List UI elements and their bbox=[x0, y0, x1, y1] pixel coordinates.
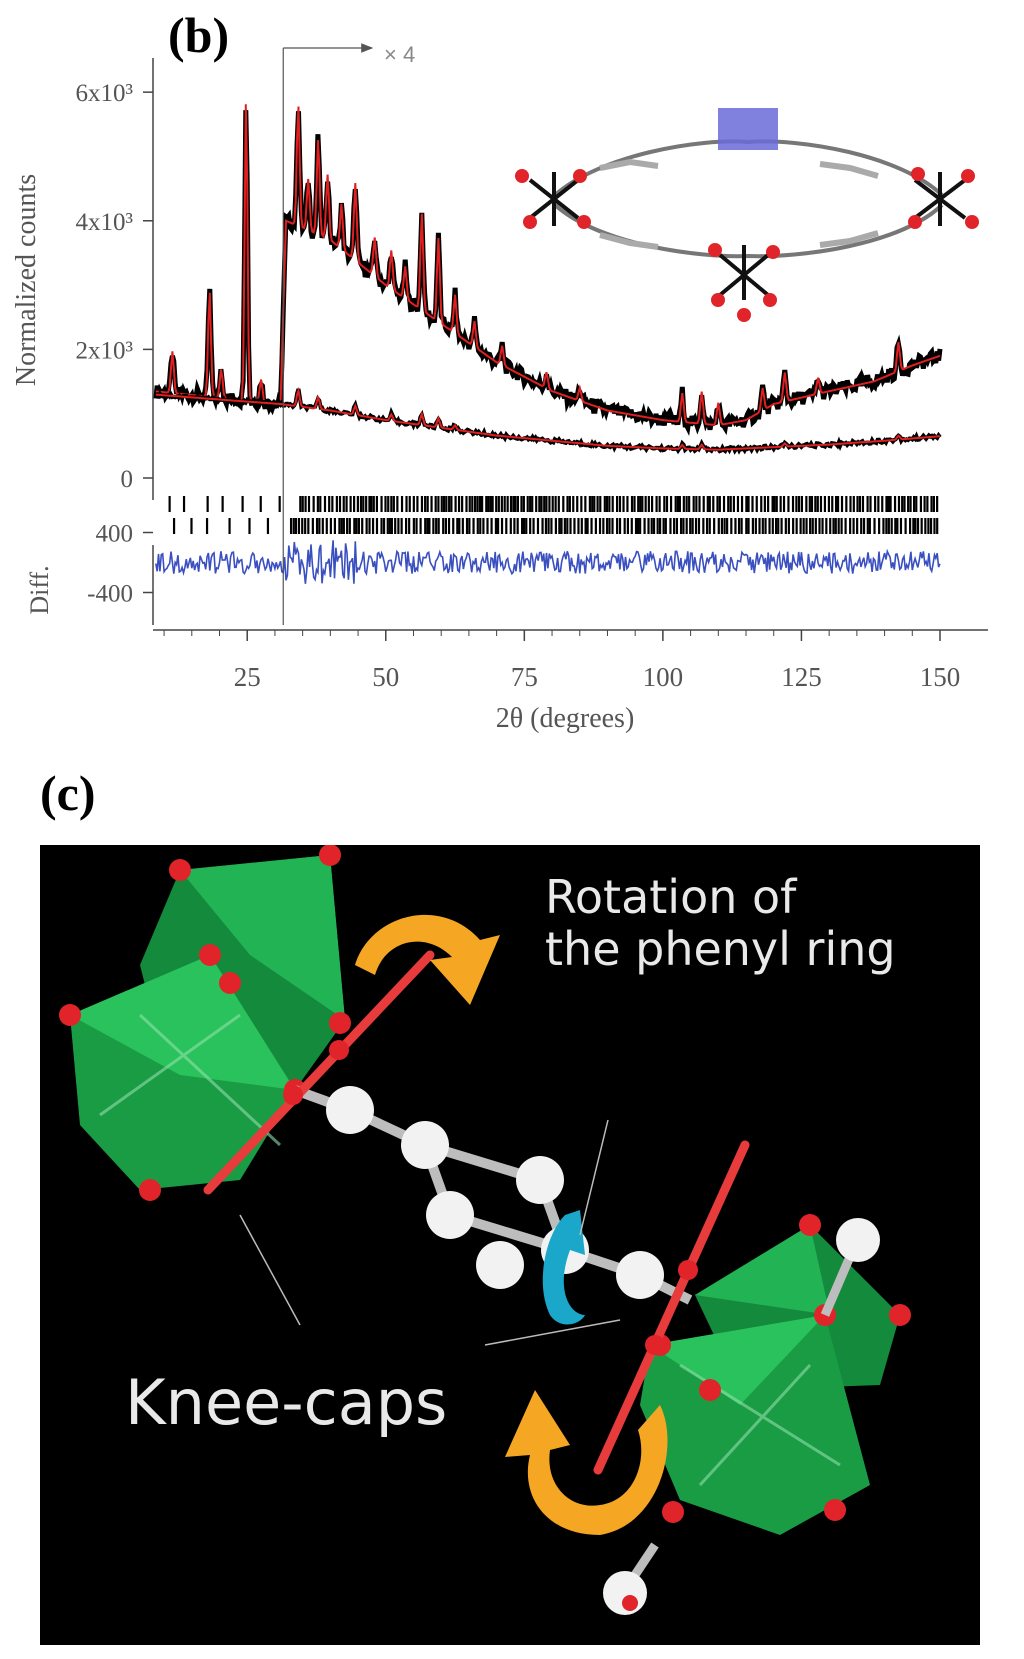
y-tick-label: 0 bbox=[121, 466, 134, 493]
axes-group bbox=[152, 58, 988, 631]
x-tick-label: 75 bbox=[511, 662, 538, 692]
kneecaps-label: Knee-caps bbox=[125, 1366, 448, 1439]
y-axis-label: Normalized counts bbox=[11, 174, 42, 386]
molecular-structure bbox=[59, 845, 911, 1615]
diff-axis-label: Diff. bbox=[25, 565, 54, 614]
difference-curve bbox=[155, 540, 941, 584]
xrd-chart: 25 50 75 100 125 150 0 2x10³ 4x10³ 6x10³ 400 -400 N… bbox=[11, 42, 988, 734]
phenyl-rotation-arrow-icon bbox=[542, 1210, 585, 1325]
y-tick-label: 2x10³ bbox=[76, 337, 134, 364]
molecule-inset bbox=[515, 108, 979, 322]
knee-cap-illustration: Rotation of the phenyl ring Knee-caps bbox=[40, 845, 980, 1645]
octahedron-upper bbox=[59, 845, 351, 1201]
rotation-label-line2: the phenyl ring bbox=[545, 922, 896, 976]
rotation-label-line1: Rotation of bbox=[545, 870, 797, 924]
x-tick-label: 100 bbox=[643, 662, 684, 692]
calculated-pattern-upper bbox=[155, 104, 941, 426]
x-tick-label: 25 bbox=[234, 662, 261, 692]
octahedron-lower bbox=[603, 1214, 911, 1615]
panel-b-label: (b) bbox=[168, 7, 230, 63]
x-tick-label: 50 bbox=[372, 662, 399, 692]
panel-c-label: (c) bbox=[40, 765, 96, 821]
kneecap-axes bbox=[203, 950, 750, 1475]
metal-cluster-icon bbox=[718, 108, 778, 150]
calculated-pattern-lower bbox=[155, 386, 941, 451]
x-axis-label: 2θ (degrees) bbox=[496, 703, 635, 734]
carbon-atoms bbox=[326, 1086, 664, 1299]
diff-tick-label: -400 bbox=[87, 581, 133, 608]
x-tick-label: 150 bbox=[920, 662, 961, 692]
rotation-arrow-upper-icon bbox=[355, 914, 500, 1005]
diff-tick-label: 400 bbox=[96, 521, 134, 548]
y-tick-label: 6x10³ bbox=[76, 80, 134, 107]
leader-lines bbox=[239, 1119, 621, 1346]
rotation-arrow-lower-icon bbox=[505, 1390, 668, 1535]
x-tick-label: 125 bbox=[781, 662, 822, 692]
scale-label: × 4 bbox=[384, 42, 415, 67]
y-tick-label: 4x10³ bbox=[76, 209, 134, 236]
